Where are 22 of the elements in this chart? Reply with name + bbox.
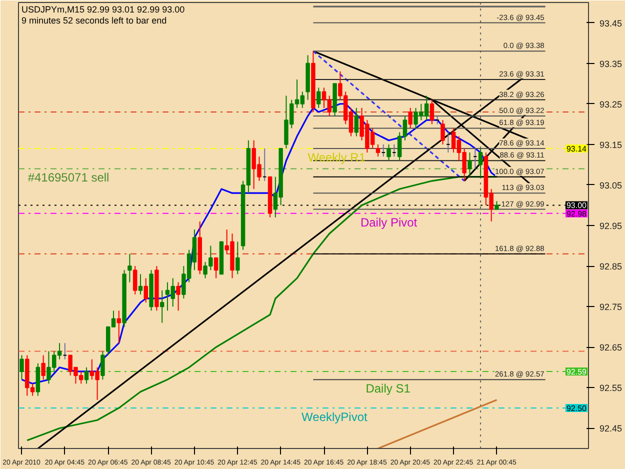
y-tick-label: 92.75 [600, 302, 622, 312]
y-tick-label: 92.95 [600, 221, 622, 231]
y-tick-label: 92.45 [600, 424, 622, 434]
ref-line-label: 93.14 [566, 144, 588, 154]
annotation: Daily S1 [366, 382, 411, 396]
y-tick-label: 93.05 [600, 180, 622, 190]
y-tick-label: 93.25 [600, 99, 622, 110]
annotation: WeeklyPivot [302, 410, 368, 424]
ref-line-label: 92.50 [566, 404, 588, 413]
y-tick-label: 92.65 [600, 342, 622, 353]
annotation: Daily Pivot [360, 215, 418, 230]
chart-title: USDJPYm,M15 92.99 93.01 92.99 93.00 [22, 4, 185, 14]
ref-line-label: 92.59 [566, 367, 588, 376]
ref-line-label: 93.00 [566, 201, 588, 210]
y-tick-label: 92.55 [600, 383, 622, 394]
y-tick-label: 92.85 [600, 262, 622, 272]
y-tick-label: 93.15 [600, 140, 622, 150]
annotation: #41695071 sell [28, 170, 110, 185]
y-tick-label: 93.45 [600, 18, 622, 28]
ref-line-label: 92.98 [566, 209, 588, 218]
text: 9 minutes 52 seconds left to bar end [22, 16, 167, 26]
y-tick-label: 93.35 [600, 58, 622, 69]
